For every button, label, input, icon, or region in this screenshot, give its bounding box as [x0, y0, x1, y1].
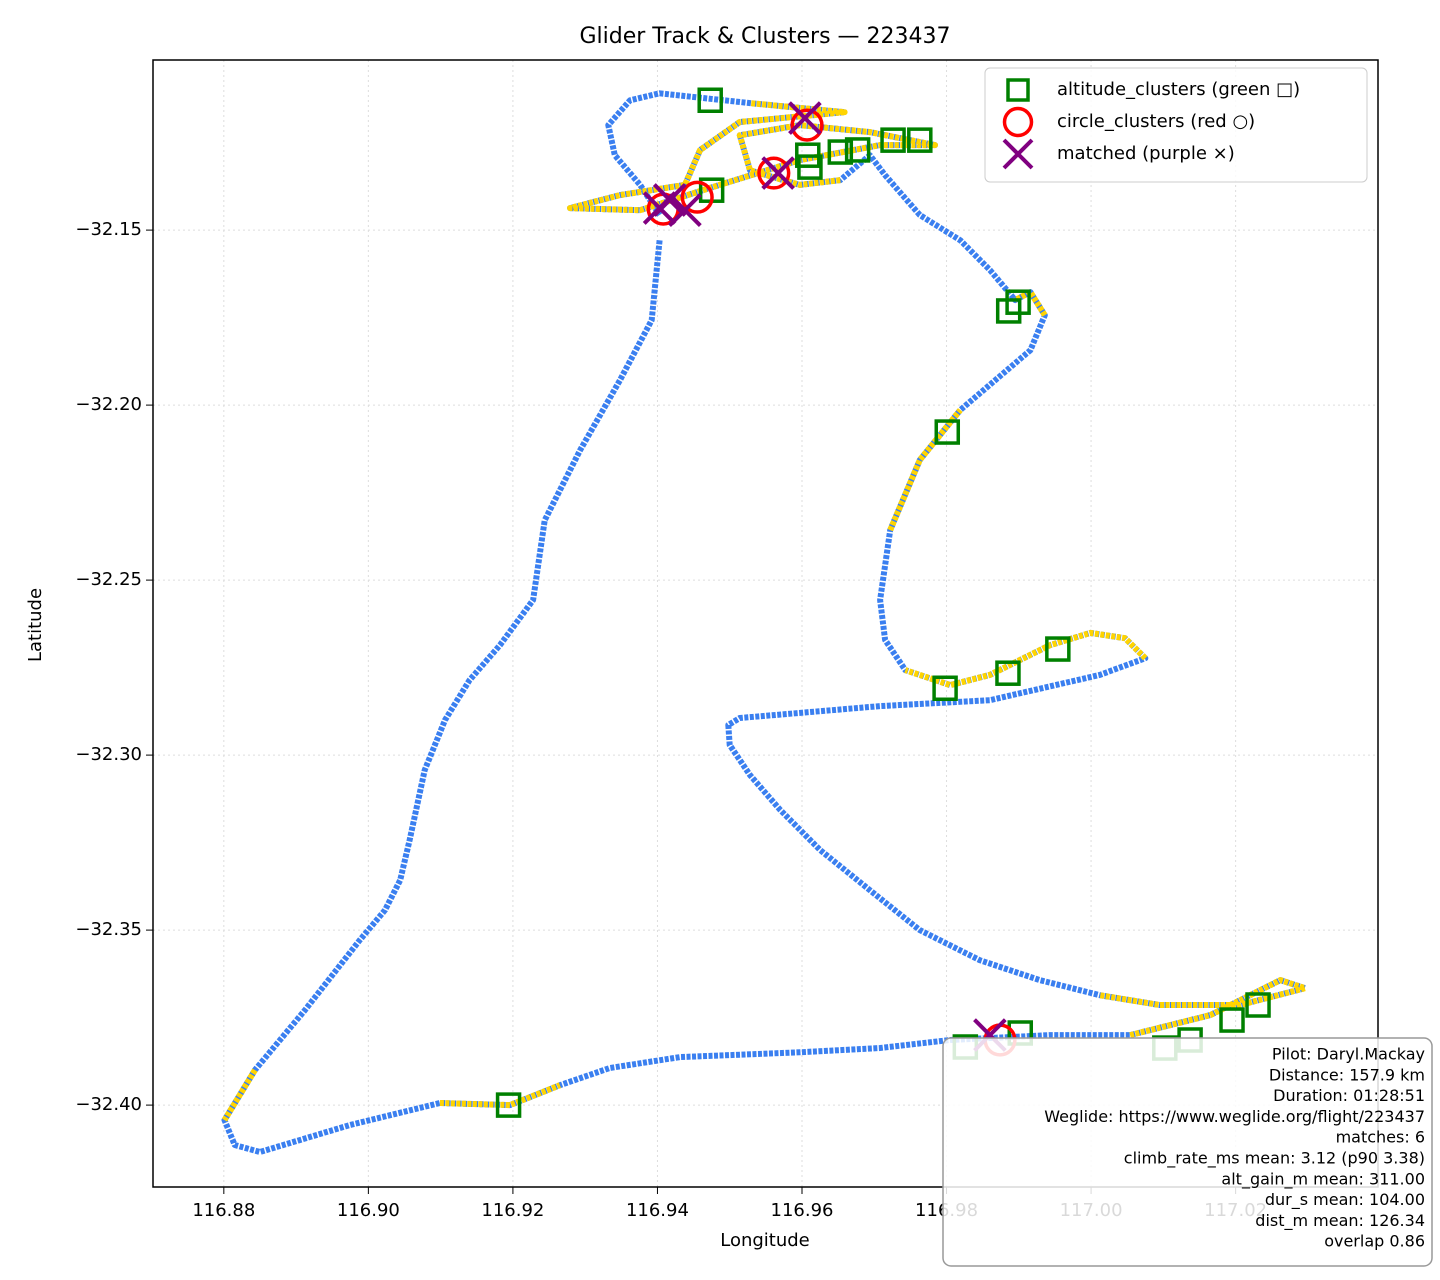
legend: altitude_clusters (green □) circle_cluste…: [984, 67, 1368, 183]
info-line: climb_rate_ms mean: 3.12 (p90 3.38): [1124, 1149, 1425, 1169]
y-axis-label: Latitude: [25, 588, 46, 662]
info-box-frame: [942, 1037, 1433, 1267]
circle-marker: [680, 180, 714, 214]
y-tick-label: −32.35: [75, 919, 142, 940]
plot-area: [221, 87, 1308, 1155]
square-marker: [495, 1092, 522, 1118]
info-line: dur_s mean: 104.00: [1265, 1190, 1425, 1210]
square-marker: [934, 419, 961, 445]
square-marker: [1005, 289, 1031, 315]
x-tick-label: 116.92: [481, 1200, 544, 1221]
cross-marker: [652, 183, 687, 217]
legend-label: altitude_clusters (green □): [1057, 79, 1300, 100]
info-line: overlap 0.86: [1324, 1232, 1425, 1251]
track-line: [221, 90, 1308, 1155]
square-marker: [1045, 636, 1071, 662]
legend-label: circle_clusters (red ○): [1057, 111, 1255, 132]
info-line: dist_m mean: 126.34: [1255, 1211, 1425, 1231]
x-axis-label: Longitude: [720, 1230, 810, 1251]
y-tick-label: −32.30: [75, 744, 142, 765]
x-tick-label: 116.88: [192, 1200, 255, 1221]
y-tick-label: −32.20: [75, 394, 142, 415]
cross-marker: [668, 193, 702, 227]
circle-marker: [790, 108, 824, 142]
x-tick-label: 116.96: [771, 1200, 834, 1221]
legend-box: [984, 67, 1368, 183]
x-tick-label: 116.94: [626, 1200, 689, 1221]
chart-title: Glider Track & Clusters — 223437: [579, 24, 950, 49]
info-line: Weglide: https://www.weglide.org/flight/…: [1044, 1107, 1425, 1126]
info-line: Pilot: Daryl.Mackay: [1272, 1045, 1425, 1064]
square-marker: [907, 127, 933, 153]
cross-marker: [788, 101, 822, 135]
square-marker: [844, 137, 871, 163]
circle-marker: [757, 156, 791, 190]
square-marker: [880, 127, 906, 153]
y-tick-label: −32.25: [75, 569, 142, 590]
info-line: alt_gain_m mean: 311.00: [1221, 1169, 1425, 1189]
square-marker: [1219, 1007, 1245, 1033]
square-marker: [827, 139, 854, 165]
info-line: matches: 6: [1336, 1128, 1425, 1147]
y-tick-label: −32.15: [75, 219, 142, 240]
track-line: [221, 100, 1308, 1122]
info-line: Duration: 01:28:51: [1273, 1086, 1425, 1105]
axes-frame: [152, 59, 1379, 1188]
y-tick-label: −32.40: [75, 1094, 142, 1115]
legend-marker: [1002, 106, 1034, 138]
x-tick-label: 116.90: [337, 1200, 400, 1221]
legend-marker: [1006, 78, 1030, 102]
legend-marker: [1002, 138, 1034, 170]
square-marker: [1245, 992, 1271, 1018]
square-marker: [697, 87, 723, 113]
square-marker: [932, 675, 958, 701]
cross-marker: [761, 156, 795, 190]
info-line: Distance: 157.9 km: [1269, 1065, 1425, 1084]
square-marker: [797, 154, 823, 180]
square-marker: [995, 660, 1021, 686]
legend-label: matched (purple ×): [1057, 143, 1235, 164]
